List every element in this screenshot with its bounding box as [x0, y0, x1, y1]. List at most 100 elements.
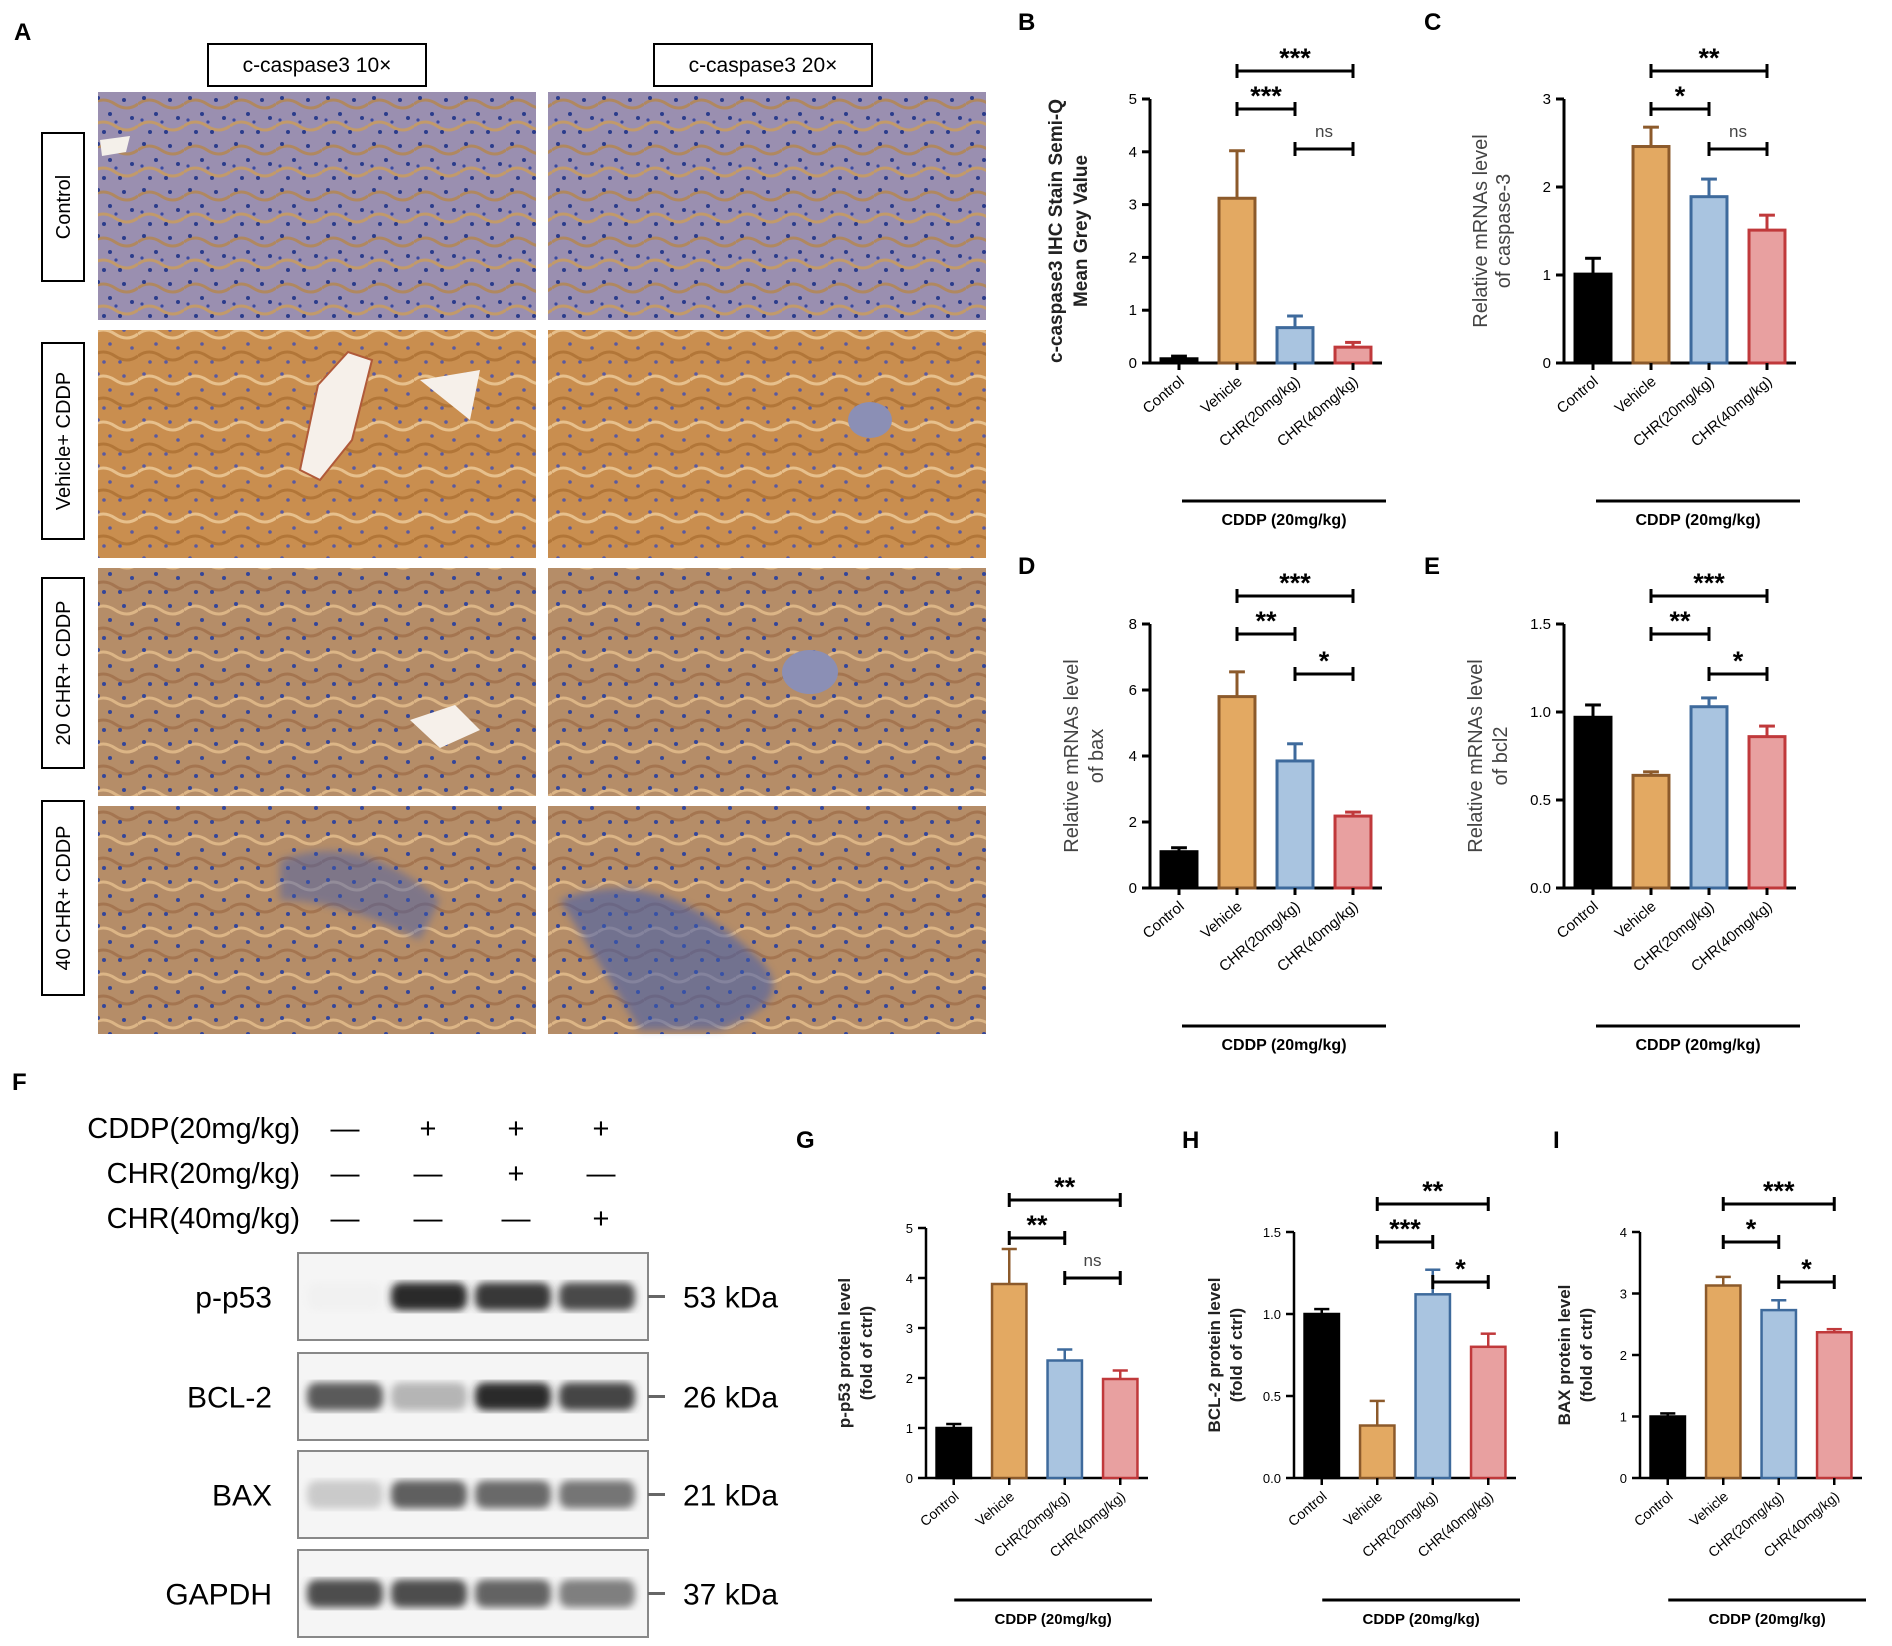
chart-e: E 0.0 0.5 1.0 1.5 Relative mRNAs level of bcl2…: [1424, 553, 1800, 1054]
treatment-mark: —: [331, 1113, 360, 1145]
group-label: CDDP (20mg/kg): [1363, 1611, 1480, 1628]
bar: [1760, 1308, 1798, 1480]
y-axis-label: Relative mRNAs level: [1465, 659, 1487, 852]
y-tick-label: 1: [1129, 302, 1137, 319]
x-tick-label: Control: [1140, 898, 1188, 942]
bar: [1573, 715, 1613, 890]
y-tick-label: 4: [906, 1271, 913, 1286]
band-size: 21 kDa: [683, 1480, 778, 1513]
y-tick-label: 5: [906, 1221, 913, 1236]
group-label: CDDP (20mg/kg): [1221, 1037, 1346, 1054]
y-tick-label: 3: [1620, 1287, 1627, 1302]
y-tick-label: 4: [1620, 1225, 1627, 1240]
chart-d: D 0 2 4 6 8 Relative mRNAs level of bax Control V…: [1018, 553, 1386, 1054]
chart-i: I 0 1 2 3 4 BAX protein level (fold of ctrl) Con…: [1553, 1127, 1866, 1628]
treatment-mark: —: [331, 1158, 360, 1190]
significance-label: ***: [1250, 81, 1282, 111]
y-axis-label: BAX protein level: [1555, 1285, 1574, 1426]
bar: [1275, 326, 1315, 365]
panel-letter: E: [1424, 553, 1440, 580]
significance-label: **: [1669, 606, 1691, 636]
x-tick-label: Control: [1554, 898, 1602, 942]
y-axis-label: (fold of ctrl): [1227, 1308, 1246, 1402]
y-tick-label: 0.0: [1263, 1471, 1281, 1486]
y-tick-label: 0: [1129, 355, 1137, 372]
significance-label: *: [1319, 646, 1330, 676]
chart-h: H 0.0 0.5 1.0 1.5 BCL-2 protein level (fold of…: [1182, 1127, 1520, 1628]
treatment-mark: +: [508, 1158, 525, 1190]
y-axis-label: c-caspase3 IHC Stain Semi-Q: [1046, 99, 1067, 363]
significance-label: ***: [1279, 43, 1311, 73]
bar: [1159, 357, 1199, 365]
micrograph-chr20-10x: [98, 568, 536, 796]
bar: [1649, 1415, 1687, 1480]
significance-label: ***: [1279, 568, 1311, 598]
y-tick-label: 4: [1129, 748, 1137, 765]
col-header-20x: c-caspase3 20×: [689, 54, 838, 77]
band-size: 37 kDa: [683, 1579, 778, 1612]
y-axis-label: of bcl2: [1490, 727, 1512, 786]
x-tick-label: Control: [1285, 1488, 1330, 1529]
blot-band: [391, 1579, 467, 1608]
band-name: p-p53: [195, 1282, 272, 1315]
treatment-mark: +: [593, 1203, 610, 1235]
x-tick-label: Vehicle: [1198, 898, 1246, 942]
y-tick-label: 2: [1620, 1348, 1627, 1363]
band-name: BAX: [212, 1480, 272, 1513]
blot-band: [559, 1382, 635, 1411]
x-tick-label: Vehicle: [1340, 1488, 1385, 1529]
group-label: CDDP (20mg/kg): [1221, 512, 1346, 529]
y-tick-label: 1: [1620, 1410, 1627, 1425]
bar: [1631, 145, 1671, 365]
micrograph-vehicle-20x: [548, 330, 986, 558]
y-tick-label: 2: [1543, 179, 1551, 196]
bar: [1573, 272, 1613, 365]
group-label: CDDP (20mg/kg): [995, 1611, 1112, 1628]
significance-label: **: [1698, 43, 1720, 73]
x-tick-label: Control: [917, 1488, 962, 1529]
group-label: CDDP (20mg/kg): [1635, 512, 1760, 529]
significance-label: ns: [1315, 122, 1333, 141]
y-axis-label: BCL-2 protein level: [1205, 1278, 1224, 1433]
blue-stained-region: [280, 851, 440, 940]
bar: [1704, 1284, 1742, 1480]
band-name: GAPDH: [165, 1579, 272, 1612]
x-tick-label: Control: [1140, 373, 1188, 417]
panel-letter-f: F: [12, 1069, 27, 1096]
col-header-box-10x: [207, 43, 427, 87]
row-label-box-chr20: [41, 577, 85, 769]
treatment-mark: +: [508, 1113, 525, 1145]
micrograph-chr20-20x: [548, 568, 986, 796]
y-axis-label: of caspase-3: [1493, 174, 1515, 289]
y-axis-label: p-p53 protein level: [835, 1278, 854, 1428]
bar: [1747, 735, 1787, 890]
bar: [990, 1282, 1028, 1480]
significance-label: **: [1026, 1210, 1048, 1240]
bar: [1469, 1345, 1507, 1480]
vessel-lumen: [100, 136, 130, 156]
significance-label: *: [1455, 1254, 1466, 1284]
bar: [1275, 759, 1315, 890]
y-axis-label: Mean Grey Value: [1071, 155, 1092, 307]
significance-label: *: [1733, 646, 1744, 676]
significance-label: ***: [1693, 568, 1725, 598]
significance-label: **: [1255, 606, 1277, 636]
x-tick-label: Vehicle: [1612, 373, 1660, 417]
vessel-lumen: [298, 350, 374, 482]
bar: [1046, 1359, 1084, 1480]
vessel-lumen: [410, 705, 480, 748]
blot-band: [391, 1382, 467, 1411]
chart-g: G 0 1 2 3 4 5 p-p53 protein level (fold of ctrl)…: [796, 1127, 1152, 1628]
blot-band: [307, 1382, 383, 1411]
bar: [1631, 773, 1671, 890]
row-label-box-chr40: [41, 800, 85, 996]
treatment-table: CDDP(20mg/kg) — + + + CHR(20mg/kg) — — + — CHR(40m…: [87, 1113, 615, 1235]
y-tick-label: 0: [1620, 1471, 1627, 1486]
x-tick-label: Vehicle: [1198, 373, 1246, 417]
y-tick-label: 2: [906, 1371, 913, 1386]
y-tick-label: 1.5: [1263, 1225, 1281, 1240]
bar: [1101, 1377, 1139, 1480]
bar: [1333, 814, 1373, 890]
significance-label: ns: [1729, 122, 1747, 141]
y-tick-label: 0: [906, 1471, 913, 1486]
